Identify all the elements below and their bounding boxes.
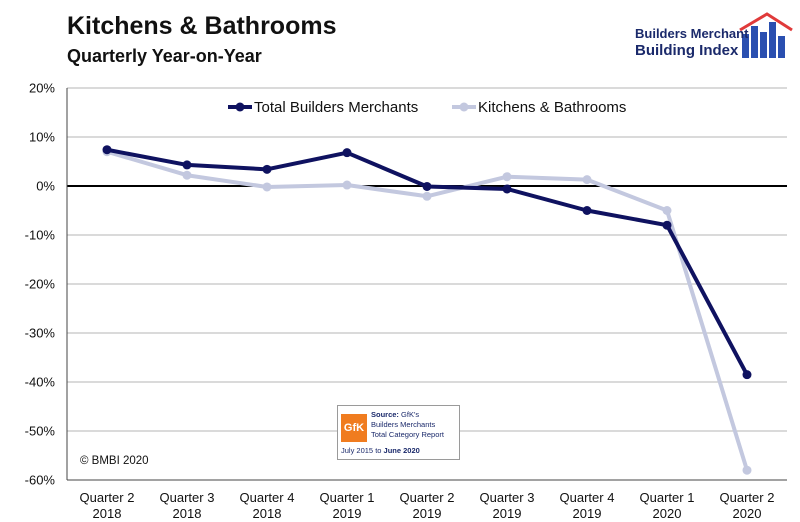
data-point [662,206,672,215]
data-point [102,145,112,155]
source-line3: Total Category Report [371,430,444,439]
x-tick-label: 2020 [733,506,762,521]
x-tick-label: 2019 [413,506,442,521]
x-tick-label: 2018 [93,506,122,521]
data-point [262,182,272,192]
chart-subtitle: Quarterly Year-on-Year [67,46,262,66]
bmbi-logo: Builders Merchant Building Index [632,12,794,62]
data-point [342,148,352,158]
x-tick-label: Quarter 4 [560,490,615,505]
bmbi-logo-graphic [739,12,793,58]
copyright-note: © BMBI 2020 [80,455,149,467]
source-dates-start: July 2015 [341,446,374,455]
data-point [582,175,592,185]
y-tick-label: -60% [25,473,56,488]
data-point [182,160,192,170]
y-tick-label: -20% [25,277,56,292]
y-tick-label: -40% [25,375,56,390]
legend-label: Total Builders Merchants [254,99,418,116]
source-line2: Builders Merchants [371,420,436,429]
data-point [182,170,192,180]
x-tick-label: Quarter 2 [400,490,455,505]
y-tick-label: 20% [29,81,55,96]
x-tick-label: 2020 [653,506,682,521]
data-point [742,465,752,475]
legend-label: Kitchens & Bathrooms [478,99,626,116]
x-tick-label: 2019 [493,506,522,521]
source-name: GfK's [401,410,420,419]
data-point [502,172,512,182]
x-tick-label: Quarter 3 [160,490,215,505]
y-tick-label: -30% [25,326,56,341]
x-tick-label: Quarter 3 [480,490,535,505]
source-box: GfK Source: GfK's Builders Merchants Tot… [337,405,460,460]
y-tick-label: 0% [36,179,55,194]
data-point [582,206,592,215]
source-dates-end: June 2020 [383,446,420,455]
x-tick-label: Quarter 4 [240,490,295,505]
gfk-badge: GfK [341,414,367,442]
x-tick-label: 2019 [573,506,602,521]
x-tick-label: Quarter 1 [640,490,695,505]
y-tick-label: -10% [25,228,56,243]
x-tick-label: 2018 [173,506,202,521]
data-point [262,164,272,174]
source-dates-mid: to [373,446,384,455]
legend-marker [235,102,245,112]
data-point [342,180,352,190]
chart-title: Kitchens & Bathrooms [67,12,337,40]
data-point [502,184,512,194]
source-label: Source: [371,410,399,419]
x-tick-label: 2019 [333,506,362,521]
data-point [662,220,672,230]
data-point [422,181,432,191]
data-point [422,191,432,201]
source-dates: July 2015 to June 2020 [341,446,420,456]
x-tick-label: Quarter 2 [720,490,775,505]
x-tick-label: Quarter 2 [80,490,135,505]
y-tick-label: -50% [25,424,56,439]
x-tick-label: Quarter 1 [320,490,375,505]
logo-line1: Builders Merchant [635,26,749,41]
y-tick-label: 10% [29,130,55,145]
data-point [742,370,752,380]
legend-marker [459,102,469,112]
source-text: Source: GfK's Builders Merchants Total C… [371,410,457,440]
logo-line2: Building Index [635,42,739,59]
x-tick-label: 2018 [253,506,282,521]
